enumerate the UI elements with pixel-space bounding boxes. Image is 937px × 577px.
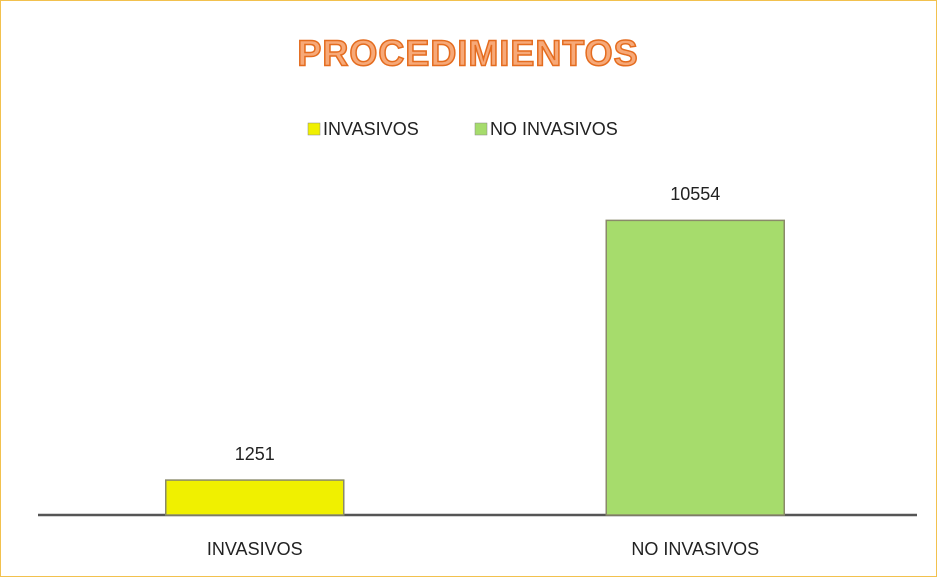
bar (165, 479, 345, 516)
legend-label: INVASIVOS (323, 119, 419, 139)
bar (605, 219, 785, 516)
legend-swatch (307, 122, 321, 136)
chart-title: PROCEDIMIENTOS (297, 33, 638, 74)
data-label: 1251 (235, 444, 275, 464)
x-tick-label: NO INVASIVOS (631, 539, 759, 559)
x-tick-label: INVASIVOS (207, 539, 303, 559)
data-label: 10554 (670, 184, 720, 204)
legend-label: NO INVASIVOS (490, 119, 618, 139)
legend-swatch (474, 122, 488, 136)
